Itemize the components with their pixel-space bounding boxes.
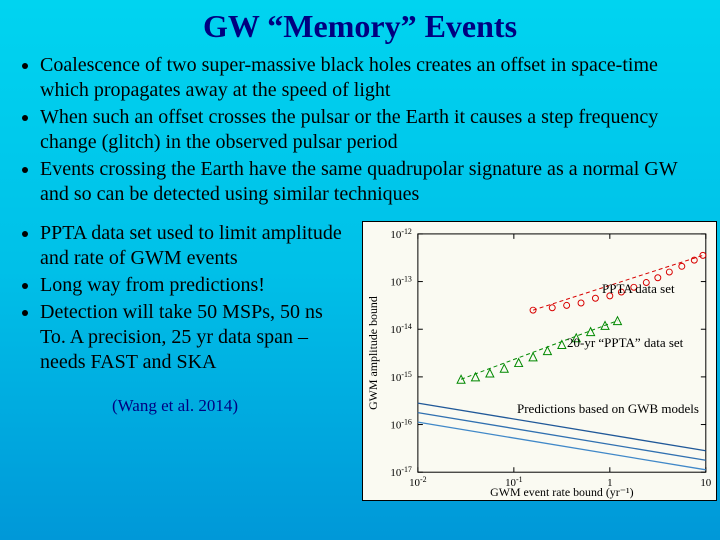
- svg-text:GWM event rate bound (yr⁻¹): GWM event rate bound (yr⁻¹): [490, 485, 633, 499]
- bullet-item: Long way from predictions!: [40, 273, 350, 298]
- lower-section: PPTA data set used to limit amplitude an…: [0, 209, 720, 501]
- bullet-item: When such an offset crosses the pulsar o…: [40, 105, 696, 155]
- bullet-item: Coalescence of two super-massive black h…: [40, 53, 696, 103]
- chart-annot-20yr: 20-yr “PPTA” data set: [567, 335, 683, 351]
- chart-container: 10-1710-1610-1510-1410-1310-1210-210-111…: [362, 221, 717, 501]
- citation-text: (Wang et al. 2014): [0, 395, 350, 416]
- svg-text:10: 10: [700, 477, 711, 489]
- svg-text:GWM amplitude bound: GWM amplitude bound: [366, 296, 380, 410]
- svg-text:10-16: 10-16: [390, 417, 412, 432]
- chart-svg: 10-1710-1610-1510-1410-1310-1210-210-111…: [363, 222, 716, 500]
- svg-text:10-13: 10-13: [390, 274, 412, 289]
- bullet-item: PPTA data set used to limit amplitude an…: [40, 221, 350, 271]
- svg-text:10-2: 10-2: [409, 475, 427, 490]
- chart-annot-predictions: Predictions based on GWB models: [517, 401, 699, 417]
- svg-text:10-12: 10-12: [390, 226, 412, 241]
- svg-text:10-15: 10-15: [390, 369, 412, 383]
- svg-text:10-14: 10-14: [390, 322, 412, 337]
- chart-annot-ppta: PPTA data set: [602, 281, 675, 297]
- bullet-item: Detection will take 50 MSPs, 50 ns To. A…: [40, 300, 350, 375]
- top-bullet-list: Coalescence of two super-massive black h…: [0, 53, 720, 207]
- page-title: GW “Memory” Events: [0, 0, 720, 53]
- bullet-item: Events crossing the Earth have the same …: [40, 157, 696, 207]
- lower-left-col: PPTA data set used to limit amplitude an…: [40, 221, 350, 501]
- gwm-chart: 10-1710-1610-1510-1410-1310-1210-210-111…: [362, 221, 717, 501]
